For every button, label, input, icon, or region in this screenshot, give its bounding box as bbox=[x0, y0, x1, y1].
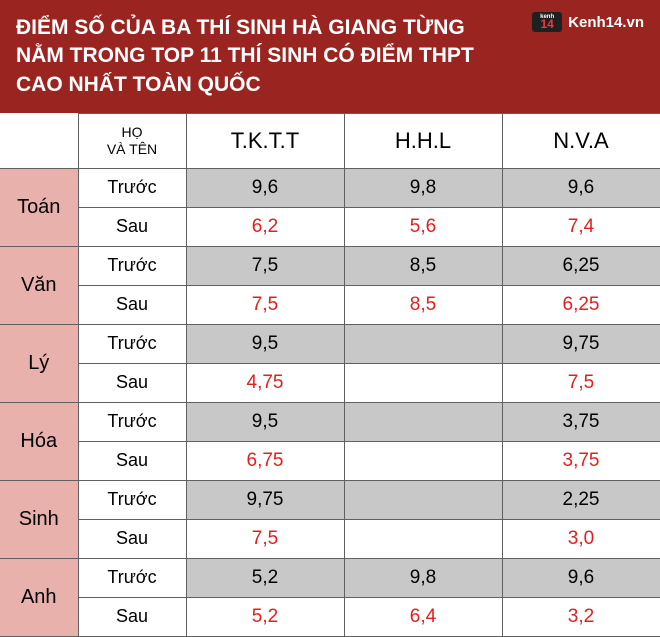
subject-cell: Lý bbox=[0, 324, 78, 402]
score-after: 6,75 bbox=[186, 441, 344, 480]
score-after: 6,2 bbox=[186, 207, 344, 246]
brand-logo: kenh 14 Kenh14.vn bbox=[532, 12, 644, 32]
page-title: ĐIỂM SỐ CỦA BA THÍ SINH HÀ GIANG TỪNG NẰ… bbox=[16, 14, 516, 99]
score-before: 9,6 bbox=[502, 168, 660, 207]
score-after: 7,5 bbox=[186, 519, 344, 558]
subject-cell: Văn bbox=[0, 246, 78, 324]
score-before: 9,5 bbox=[186, 324, 344, 363]
subject-cell: Anh bbox=[0, 558, 78, 636]
student-header: H.H.L bbox=[344, 114, 502, 169]
score-after: 6,4 bbox=[344, 597, 502, 636]
score-after: 3,75 bbox=[502, 441, 660, 480]
score-after: 6,25 bbox=[502, 285, 660, 324]
phase-after-cell: Sau bbox=[78, 519, 186, 558]
score-after bbox=[344, 363, 502, 402]
title-bar: ĐIỂM SỐ CỦA BA THÍ SINH HÀ GIANG TỪNG NẰ… bbox=[0, 0, 660, 113]
score-before: 9,5 bbox=[186, 402, 344, 441]
score-after bbox=[344, 519, 502, 558]
phase-before-cell: Trước bbox=[78, 246, 186, 285]
name-header: HỌ VÀ TÊN bbox=[78, 114, 186, 169]
phase-before-cell: Trước bbox=[78, 480, 186, 519]
phase-after-cell: Sau bbox=[78, 441, 186, 480]
brand-text: Kenh14.vn bbox=[568, 14, 644, 31]
score-after: 5,6 bbox=[344, 207, 502, 246]
phase-after-cell: Sau bbox=[78, 207, 186, 246]
score-before: 6,25 bbox=[502, 246, 660, 285]
score-before bbox=[344, 324, 502, 363]
score-before: 7,5 bbox=[186, 246, 344, 285]
score-before: 9,75 bbox=[186, 480, 344, 519]
phase-after-cell: Sau bbox=[78, 597, 186, 636]
score-before bbox=[344, 480, 502, 519]
score-after: 3,0 bbox=[502, 519, 660, 558]
subject-cell: Hóa bbox=[0, 402, 78, 480]
score-before: 2,25 bbox=[502, 480, 660, 519]
name-header-line2: VÀ TÊN bbox=[107, 141, 157, 157]
score-before: 9,8 bbox=[344, 168, 502, 207]
score-after: 3,2 bbox=[502, 597, 660, 636]
phase-before-cell: Trước bbox=[78, 168, 186, 207]
subject-cell: Sinh bbox=[0, 480, 78, 558]
brand-badge-icon: kenh 14 bbox=[532, 12, 562, 32]
phase-after-cell: Sau bbox=[78, 363, 186, 402]
score-after: 4,75 bbox=[186, 363, 344, 402]
scores-table: HỌ VÀ TÊN T.K.T.T H.H.L N.V.A ToánTrước9… bbox=[0, 113, 660, 637]
name-header-line1: HỌ bbox=[122, 124, 143, 140]
score-before: 9,6 bbox=[502, 558, 660, 597]
score-before: 3,75 bbox=[502, 402, 660, 441]
score-before: 9,6 bbox=[186, 168, 344, 207]
phase-before-cell: Trước bbox=[78, 324, 186, 363]
score-before: 8,5 bbox=[344, 246, 502, 285]
score-after: 7,5 bbox=[502, 363, 660, 402]
phase-before-cell: Trước bbox=[78, 402, 186, 441]
student-header: T.K.T.T bbox=[186, 114, 344, 169]
score-after: 7,5 bbox=[186, 285, 344, 324]
score-before: 9,75 bbox=[502, 324, 660, 363]
corner-cell bbox=[0, 114, 78, 169]
phase-before-cell: Trước bbox=[78, 558, 186, 597]
score-after bbox=[344, 441, 502, 480]
brand-badge-num: 14 bbox=[540, 17, 553, 31]
score-before bbox=[344, 402, 502, 441]
student-header: N.V.A bbox=[502, 114, 660, 169]
subject-cell: Toán bbox=[0, 168, 78, 246]
score-before: 5,2 bbox=[186, 558, 344, 597]
phase-after-cell: Sau bbox=[78, 285, 186, 324]
score-after: 5,2 bbox=[186, 597, 344, 636]
score-before: 9,8 bbox=[344, 558, 502, 597]
score-after: 8,5 bbox=[344, 285, 502, 324]
score-after: 7,4 bbox=[502, 207, 660, 246]
